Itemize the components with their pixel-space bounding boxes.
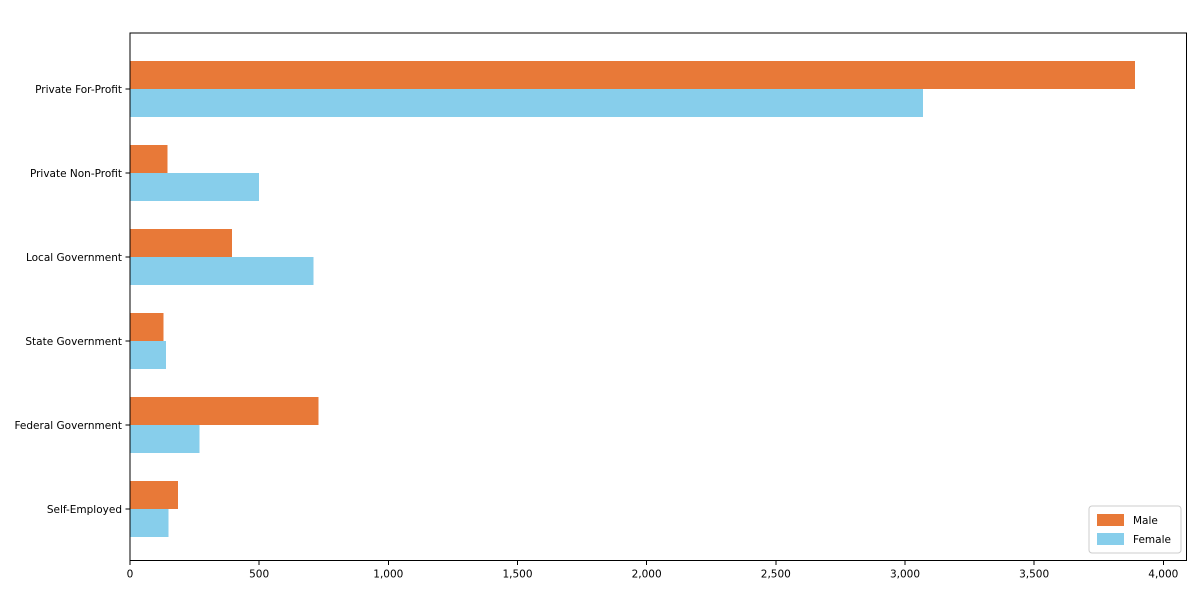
x-tick-label: 3,500	[1019, 569, 1049, 581]
female-bar-state-government	[130, 341, 167, 369]
x-tick-label: 3,000	[890, 569, 920, 581]
y-tick-label: Private Non-Profit	[30, 168, 122, 180]
female-bar-private-non-profit	[130, 173, 260, 201]
legend-swatch-male	[1097, 514, 1124, 526]
female-bar-private-for-profit	[130, 89, 924, 117]
y-tick-label: Federal Government	[14, 420, 122, 432]
female-bar-local-government	[130, 257, 314, 285]
legend-swatch-female	[1097, 533, 1124, 545]
y-tick-label: Local Government	[26, 252, 122, 264]
y-tick-label: Private For-Profit	[35, 84, 122, 96]
male-bar-private-for-profit	[130, 61, 1135, 89]
male-bar-federal-government	[130, 397, 319, 425]
x-tick-label: 1,500	[502, 569, 532, 581]
female-bar-self-employed	[130, 509, 169, 537]
y-tick-label: State Government	[25, 336, 122, 348]
x-tick-label: 2,500	[761, 569, 791, 581]
male-bar-local-government	[130, 229, 233, 257]
x-tick-label: 1,000	[373, 569, 403, 581]
female-bar-federal-government	[130, 425, 200, 453]
male-bar-private-non-profit	[130, 145, 168, 173]
x-tick-label: 500	[249, 569, 269, 581]
male-bar-self-employed	[130, 481, 178, 509]
plot-frame	[129, 32, 1187, 561]
x-tick-label: 2,000	[632, 569, 662, 581]
male-bar-state-government	[130, 313, 164, 341]
legend-label-male: Male	[1133, 515, 1158, 527]
x-tick-label: 4,000	[1148, 569, 1178, 581]
x-tick-label: 0	[127, 569, 134, 581]
y-tick-label: Self-Employed	[47, 504, 122, 516]
legend-label-female: Female	[1133, 534, 1171, 546]
